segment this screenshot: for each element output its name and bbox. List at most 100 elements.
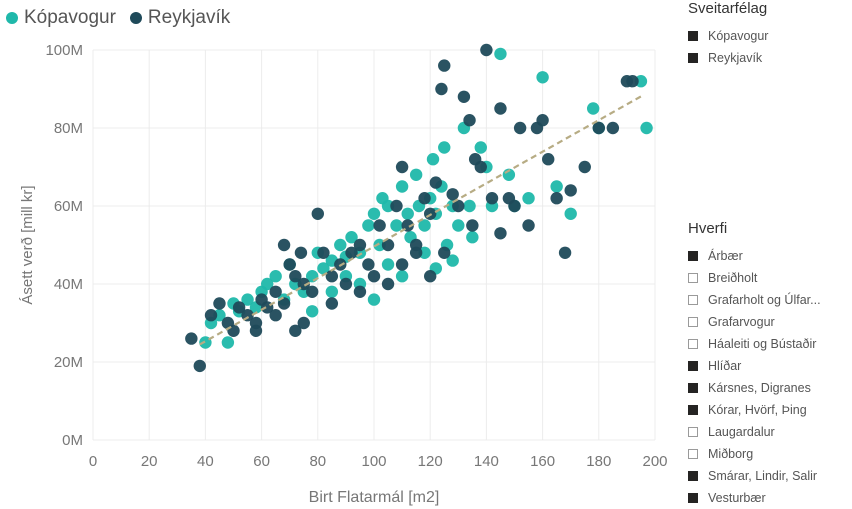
data-point-reykjavik[interactable]: [466, 219, 479, 232]
data-point-kopavogur[interactable]: [564, 207, 577, 220]
slicer-item[interactable]: Vesturbær: [688, 487, 852, 509]
data-point-reykjavik[interactable]: [542, 153, 555, 166]
data-point-kopavogur[interactable]: [536, 71, 549, 84]
data-point-reykjavik[interactable]: [508, 199, 521, 213]
data-point-kopavogur[interactable]: [305, 305, 319, 318]
data-point-reykjavik[interactable]: [578, 160, 591, 174]
data-point-reykjavik[interactable]: [277, 238, 291, 252]
data-point-reykjavik[interactable]: [429, 176, 443, 189]
data-point-reykjavik[interactable]: [283, 258, 296, 271]
slicer-item[interactable]: Kópavogur: [688, 25, 852, 47]
data-point-kopavogur[interactable]: [522, 192, 535, 205]
data-point-reykjavik[interactable]: [446, 188, 459, 201]
data-point-reykjavik[interactable]: [345, 246, 358, 259]
data-point-reykjavik[interactable]: [395, 160, 409, 174]
data-point-reykjavik[interactable]: [480, 43, 493, 57]
data-point-reykjavik[interactable]: [373, 219, 386, 232]
data-point-kopavogur[interactable]: [261, 277, 274, 291]
checkbox-checked-icon[interactable]: [688, 31, 698, 41]
data-point-kopavogur[interactable]: [395, 270, 409, 283]
data-point-reykjavik[interactable]: [269, 285, 282, 298]
data-point-reykjavik[interactable]: [325, 270, 339, 283]
checkbox-checked-icon[interactable]: [688, 53, 698, 63]
checkbox-unchecked-icon[interactable]: [688, 449, 698, 459]
data-point-reykjavik[interactable]: [457, 90, 471, 104]
data-point-reykjavik[interactable]: [362, 258, 375, 271]
data-point-kopavogur[interactable]: [395, 180, 409, 193]
checkbox-unchecked-icon[interactable]: [688, 295, 698, 305]
data-point-kopavogur[interactable]: [325, 285, 339, 298]
data-point-reykjavik[interactable]: [311, 207, 324, 220]
data-point-reykjavik[interactable]: [289, 324, 302, 337]
data-point-kopavogur[interactable]: [401, 207, 414, 220]
data-point-reykjavik[interactable]: [317, 246, 330, 259]
data-point-reykjavik[interactable]: [381, 238, 395, 252]
slicer-item[interactable]: Laugardalur: [688, 421, 852, 443]
data-point-kopavogur[interactable]: [426, 153, 440, 166]
data-point-kopavogur[interactable]: [640, 121, 653, 135]
data-point-reykjavik[interactable]: [485, 192, 499, 205]
slicer-item[interactable]: Miðborg: [688, 443, 852, 465]
data-point-reykjavik[interactable]: [513, 121, 527, 135]
data-point-reykjavik[interactable]: [592, 121, 605, 135]
data-point-kopavogur[interactable]: [452, 219, 465, 232]
data-point-reykjavik[interactable]: [277, 297, 291, 310]
checkbox-unchecked-icon[interactable]: [688, 427, 698, 437]
data-point-reykjavik[interactable]: [494, 102, 507, 115]
data-point-kopavogur[interactable]: [438, 141, 451, 154]
data-point-reykjavik[interactable]: [438, 59, 451, 72]
data-point-kopavogur[interactable]: [269, 270, 282, 283]
data-point-kopavogur[interactable]: [221, 336, 235, 349]
data-point-reykjavik[interactable]: [353, 285, 367, 298]
data-point-kopavogur[interactable]: [367, 207, 381, 220]
data-point-reykjavik[interactable]: [463, 114, 476, 127]
data-point-kopavogur[interactable]: [381, 258, 395, 271]
data-point-reykjavik[interactable]: [232, 301, 246, 314]
data-point-kopavogur[interactable]: [241, 293, 254, 306]
data-point-reykjavik[interactable]: [606, 121, 620, 135]
checkbox-checked-icon[interactable]: [688, 361, 698, 371]
slicer-item[interactable]: Reykjavík: [688, 47, 852, 69]
slicer-item[interactable]: Hlíðar: [688, 355, 852, 377]
data-point-reykjavik[interactable]: [474, 160, 487, 174]
data-point-reykjavik[interactable]: [325, 297, 339, 310]
data-point-reykjavik[interactable]: [305, 285, 319, 298]
checkbox-checked-icon[interactable]: [688, 493, 698, 503]
data-point-reykjavik[interactable]: [435, 82, 448, 96]
data-point-reykjavik[interactable]: [550, 192, 563, 205]
data-point-reykjavik[interactable]: [269, 309, 282, 322]
data-point-reykjavik[interactable]: [294, 246, 308, 259]
slicer-item[interactable]: Háaleiti og Bústaðir: [688, 333, 852, 355]
data-point-kopavogur[interactable]: [466, 231, 479, 244]
data-point-reykjavik[interactable]: [339, 277, 353, 291]
data-point-reykjavik[interactable]: [626, 75, 639, 88]
legend-item-reykjavik[interactable]: Reykjavík: [129, 7, 230, 29]
data-point-reykjavik[interactable]: [395, 258, 409, 271]
data-point-reykjavik[interactable]: [381, 277, 395, 291]
checkbox-checked-icon[interactable]: [688, 383, 698, 393]
checkbox-unchecked-icon[interactable]: [688, 317, 698, 327]
data-point-reykjavik[interactable]: [353, 238, 367, 252]
data-point-kopavogur[interactable]: [446, 254, 459, 267]
data-point-reykjavik[interactable]: [452, 199, 465, 213]
slicer-item[interactable]: Grafarvogur: [688, 311, 852, 333]
data-point-reykjavik[interactable]: [418, 192, 431, 205]
slicer-item[interactable]: Smárar, Lindir, Salir: [688, 465, 852, 487]
legend-item-kopavogur[interactable]: Kópavogur: [6, 7, 116, 29]
data-point-reykjavik[interactable]: [227, 324, 240, 337]
data-point-reykjavik[interactable]: [213, 297, 226, 310]
data-point-kopavogur[interactable]: [463, 199, 476, 213]
slicer-item[interactable]: Grafarholt og Úlfar...: [688, 289, 852, 311]
data-point-reykjavik[interactable]: [249, 324, 263, 337]
data-point-reykjavik[interactable]: [424, 270, 437, 283]
checkbox-unchecked-icon[interactable]: [688, 273, 698, 283]
slicer-item[interactable]: Breiðholt: [688, 267, 852, 289]
data-point-kopavogur[interactable]: [362, 219, 375, 232]
data-point-kopavogur[interactable]: [334, 238, 347, 252]
data-point-kopavogur[interactable]: [586, 102, 600, 115]
data-point-reykjavik[interactable]: [289, 270, 302, 283]
slicer-item[interactable]: Kársnes, Digranes: [688, 377, 852, 399]
data-point-kopavogur[interactable]: [317, 262, 330, 275]
checkbox-checked-icon[interactable]: [688, 471, 698, 481]
data-point-kopavogur[interactable]: [390, 219, 403, 232]
